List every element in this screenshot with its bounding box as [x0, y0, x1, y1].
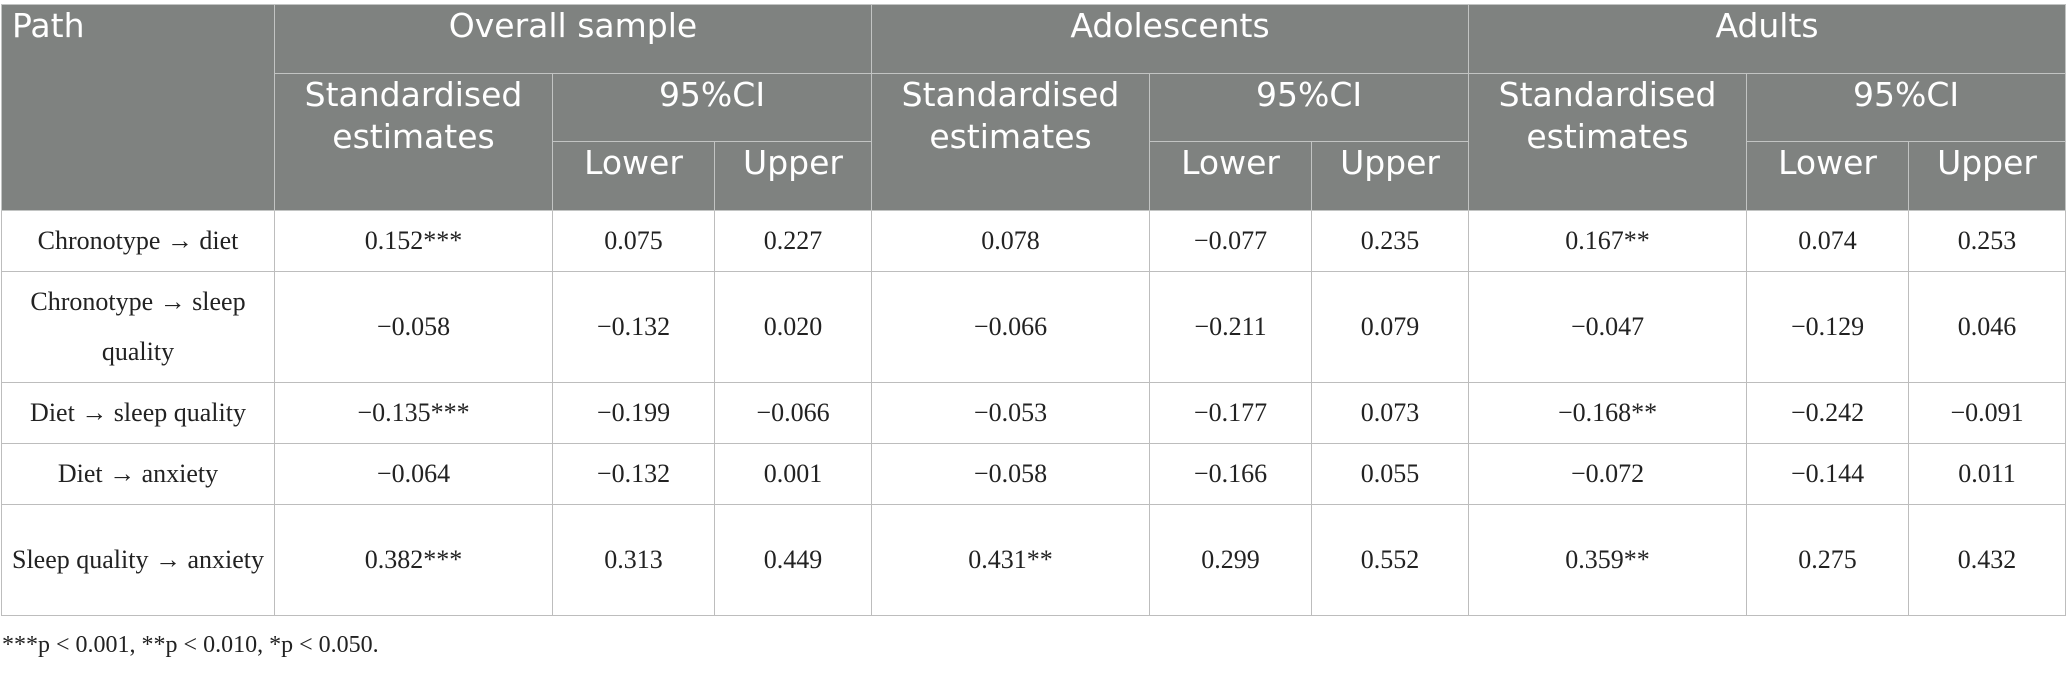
group-header-overall: Overall sample	[273, 4, 873, 74]
estimates-header: Standardised estimates	[871, 73, 1151, 211]
estimate-cell: −0.047	[1468, 271, 1748, 383]
group-header-adolescents: Adolescents	[871, 4, 1470, 74]
lower-cell: 0.074	[1746, 210, 1910, 272]
lower-cell: 0.313	[552, 504, 715, 616]
estimate-cell: 0.431**	[871, 504, 1151, 616]
lower-cell: 0.275	[1746, 504, 1910, 616]
results-table: Path Overall sample Adolescents Adults S…	[1, 4, 2067, 616]
estimate-cell: −0.168**	[1468, 382, 1748, 444]
estimate-cell: −0.066	[871, 271, 1151, 383]
lower-cell: −0.132	[552, 443, 715, 505]
upper-cell: 0.011	[1908, 443, 2067, 505]
table-row: Diet → sleep quality −0.135*** −0.199 −0…	[1, 382, 2067, 444]
estimates-header: Standardised estimates	[1468, 73, 1748, 211]
lower-header: Lower	[552, 141, 715, 211]
group-header-adults: Adults	[1468, 4, 2067, 74]
lower-cell: −0.132	[552, 271, 715, 383]
upper-cell: 0.227	[713, 210, 873, 272]
lower-cell: −0.199	[552, 382, 715, 444]
lower-cell: 0.075	[552, 210, 715, 272]
lower-header: Lower	[1746, 141, 1910, 211]
path-header: Path	[1, 4, 275, 211]
upper-cell: 0.253	[1908, 210, 2067, 272]
estimate-cell: 0.382***	[274, 504, 553, 616]
path-cell: Diet → anxiety	[1, 443, 275, 505]
upper-cell: −0.066	[713, 382, 873, 444]
estimate-cell: 0.078	[871, 210, 1151, 272]
table-row: Sleep quality → anxiety 0.382*** 0.313 0…	[1, 504, 2067, 616]
upper-cell: 0.073	[1311, 382, 1470, 444]
table-row: Chronotype → sleep quality −0.058 −0.132…	[1, 271, 2067, 383]
upper-cell: 0.001	[713, 443, 873, 505]
upper-cell: 0.449	[713, 504, 873, 616]
upper-cell: 0.552	[1311, 504, 1470, 616]
path-cell: Diet → sleep quality	[1, 382, 275, 444]
lower-cell: −0.129	[1746, 271, 1910, 383]
upper-cell: 0.046	[1908, 271, 2067, 383]
lower-cell: 0.299	[1149, 504, 1313, 616]
table-row: Chronotype → diet 0.152*** 0.075 0.227 0…	[1, 210, 2067, 272]
path-cell: Chronotype → sleep quality	[1, 271, 275, 383]
upper-header: Upper	[713, 141, 873, 211]
ci-header: 95%CI	[1746, 73, 2067, 142]
footnote: ***p < 0.001, **p < 0.010, *p < 0.050.	[2, 632, 379, 658]
upper-header: Upper	[1908, 141, 2067, 211]
estimate-cell: 0.167**	[1468, 210, 1748, 272]
lower-cell: −0.242	[1746, 382, 1910, 444]
lower-cell: −0.177	[1149, 382, 1313, 444]
header-row-measures: Standardised estimates 95%CI Standardise…	[2, 73, 2067, 211]
ci-header: 95%CI	[551, 73, 873, 142]
table-row: Diet → anxiety −0.064 −0.132 0.001 −0.05…	[1, 443, 2067, 505]
ci-header: 95%CI	[1149, 73, 1470, 142]
lower-cell: −0.077	[1149, 210, 1313, 272]
estimate-cell: −0.135***	[274, 382, 553, 444]
estimates-header: Standardised estimates	[274, 73, 553, 211]
estimate-cell: −0.053	[871, 382, 1151, 444]
upper-header: Upper	[1311, 141, 1470, 211]
estimate-cell: 0.152***	[274, 210, 553, 272]
lower-cell: −0.166	[1149, 443, 1313, 505]
estimate-cell: −0.064	[274, 443, 553, 505]
lower-header: Lower	[1149, 141, 1313, 211]
lower-cell: −0.144	[1746, 443, 1910, 505]
upper-cell: 0.079	[1311, 271, 1470, 383]
upper-cell: 0.055	[1311, 443, 1470, 505]
upper-cell: 0.235	[1311, 210, 1470, 272]
estimate-cell: −0.072	[1468, 443, 1748, 505]
header-row-bounds: Lower Upper Lower Upper Lower Upper	[2, 141, 2067, 211]
path-cell: Chronotype → diet	[1, 210, 275, 272]
estimate-cell: 0.359**	[1468, 504, 1748, 616]
header-row-groups: Path Overall sample Adolescents Adults	[1, 4, 2067, 211]
lower-cell: −0.211	[1149, 271, 1313, 383]
upper-cell: 0.432	[1908, 504, 2067, 616]
path-cell: Sleep quality → anxiety	[1, 504, 275, 616]
estimate-cell: −0.058	[274, 271, 553, 383]
estimate-cell: −0.058	[871, 443, 1151, 505]
upper-cell: 0.020	[713, 271, 873, 383]
upper-cell: −0.091	[1908, 382, 2067, 444]
